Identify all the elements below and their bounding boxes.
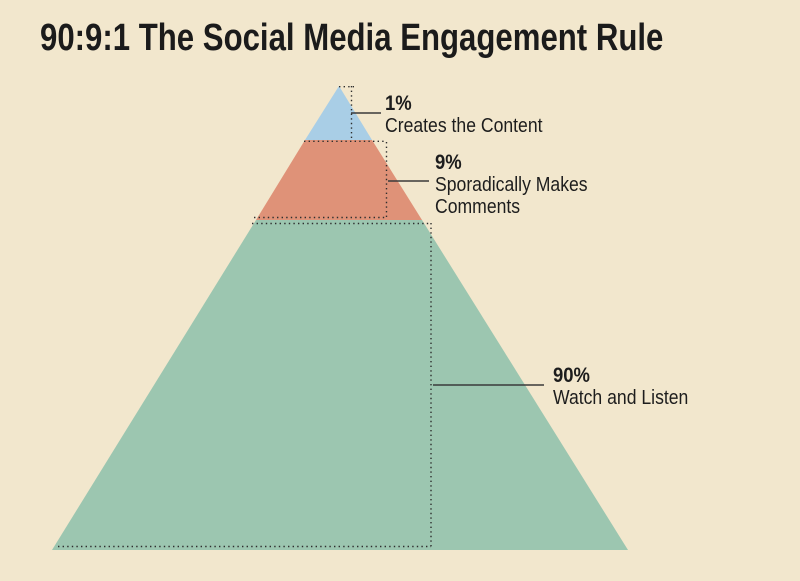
label-middle-description-line1: Sporadically Makes (435, 174, 588, 196)
pyramid-middle-segment (256, 140, 422, 220)
label-middle-description-line2: Comments (435, 196, 521, 218)
pyramid-top-segment (305, 86, 372, 140)
label-top-description: Creates the Content (385, 115, 543, 137)
label-middle-segment: 9% Sporadically Makes Comments (435, 151, 588, 218)
pyramid-bottom-segment (52, 220, 628, 550)
label-bottom-description: Watch and Listen (553, 387, 689, 409)
page-title: 90:9:1 The Social Media Engagement Rule (40, 17, 664, 59)
label-top-segment: 1% Creates the Content (385, 92, 543, 137)
label-bottom-percent: 90% (553, 364, 590, 387)
label-top-percent: 1% (385, 92, 412, 115)
label-bottom-segment: 90% Watch and Listen (553, 364, 688, 409)
label-middle-percent: 9% (435, 151, 462, 174)
